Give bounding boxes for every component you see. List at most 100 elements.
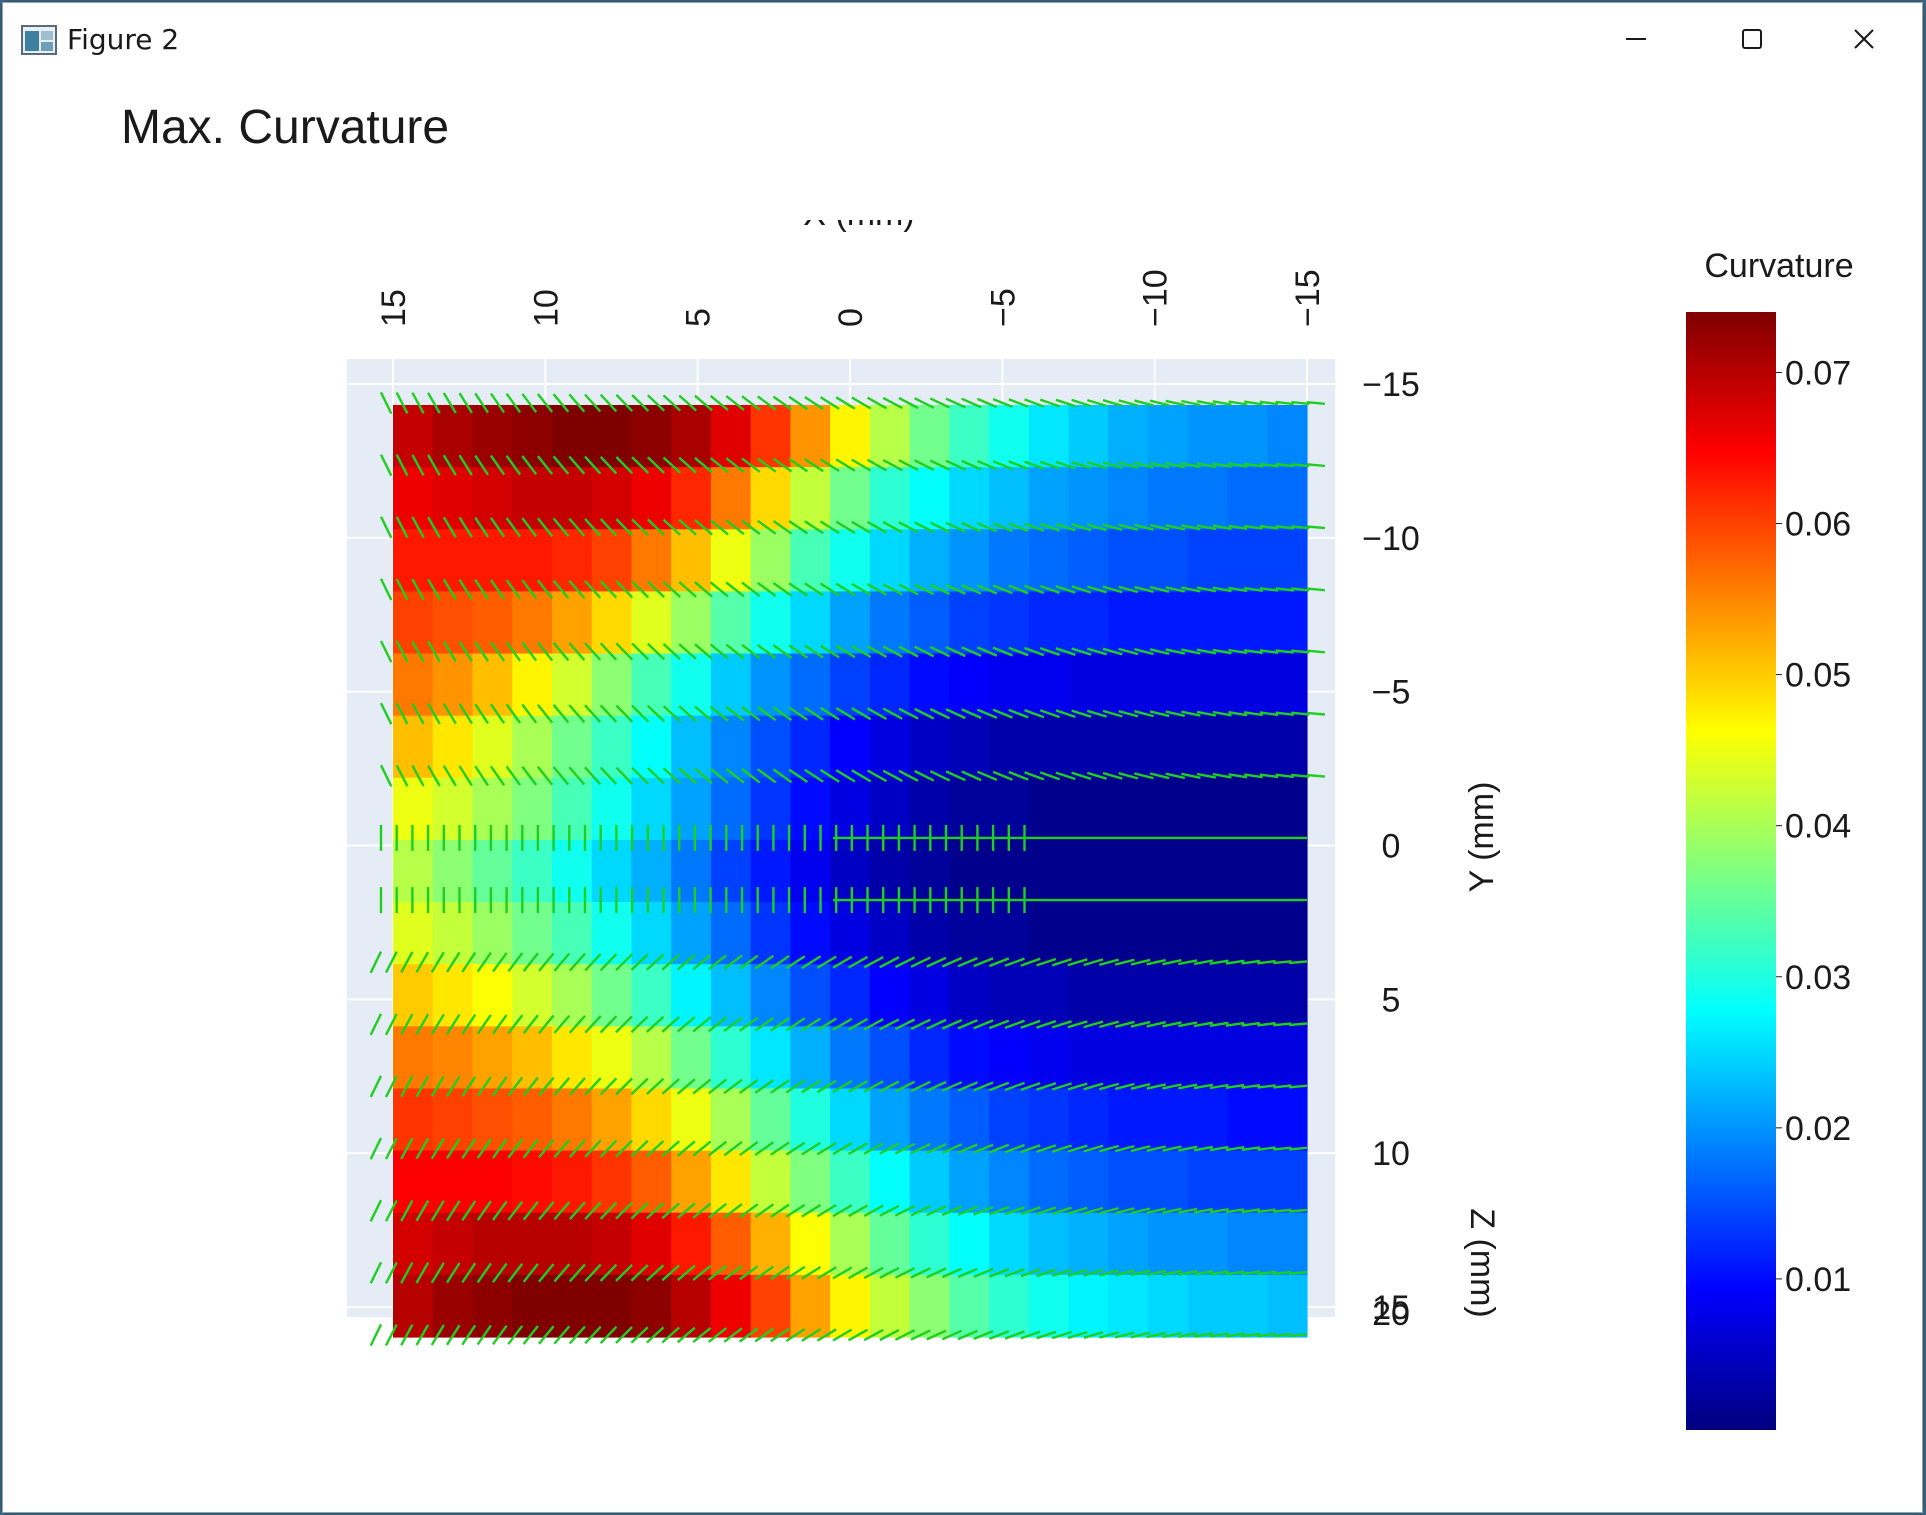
- vector-segment: [898, 396, 919, 410]
- heatmap-cell: [1068, 529, 1109, 592]
- heatmap-cell: [830, 1212, 871, 1276]
- vector-segment: [1102, 647, 1123, 656]
- vector-segment: [723, 1016, 743, 1033]
- vector-segment: [879, 1080, 900, 1093]
- heatmap-cell: [790, 1088, 831, 1152]
- vector-segment: [1086, 647, 1107, 656]
- vector-segment: [1020, 1268, 1041, 1278]
- heatmap-cell: [1148, 467, 1189, 530]
- heatmap-cell: [1187, 405, 1229, 468]
- vector-segment: [584, 1077, 602, 1096]
- vector-segment: [395, 578, 409, 601]
- title-bar[interactable]: Figure 2: [3, 3, 1922, 75]
- vector-segment: [384, 1075, 398, 1098]
- vector-segment: [1241, 1332, 1261, 1338]
- vector-segment: [507, 952, 524, 973]
- maximize-button[interactable]: [1697, 3, 1807, 75]
- vector-segment: [941, 956, 963, 968]
- vector-segment: [788, 706, 809, 721]
- vector-segment: [415, 1262, 430, 1284]
- vector-segment: [707, 1202, 728, 1219]
- vector-segment: [599, 704, 618, 723]
- vector-segment: [461, 951, 477, 973]
- vector-segment: [788, 644, 809, 659]
- vector-segment: [1259, 587, 1279, 592]
- vector-segment: [1196, 710, 1217, 717]
- vector-segment: [1193, 1270, 1214, 1276]
- vector-segment: [1225, 1208, 1245, 1214]
- heatmap-cell: [710, 653, 752, 717]
- vector-segment: [1257, 1270, 1276, 1276]
- vector-segment: [957, 956, 978, 968]
- vector-segment: [1039, 460, 1060, 470]
- vector-segment: [1181, 586, 1201, 593]
- close-button[interactable]: [1809, 3, 1919, 75]
- vector-segment: [661, 1078, 680, 1095]
- vector-segment: [538, 1139, 555, 1159]
- vector-segment: [427, 516, 441, 538]
- heatmap-cell: [1068, 1150, 1109, 1214]
- vector-segment: [973, 1267, 994, 1278]
- x-axis-ticks: 15 10 5 0 −5 −10 −15: [375, 269, 1327, 327]
- vector-segment: [489, 641, 506, 662]
- vector-segment: [599, 953, 618, 972]
- vector-segment: [898, 583, 919, 596]
- heatmap-cell: [631, 902, 672, 965]
- vector-segment: [1036, 1082, 1057, 1091]
- plot-canvas[interactable]: Max. Curvature X (mm) 15 10 5 0 −5 −10 −15 −15…: [3, 75, 1922, 1512]
- vector-segment: [738, 954, 759, 970]
- vector-segment: [832, 955, 853, 969]
- vector-segment: [756, 768, 777, 784]
- vector-segment: [741, 643, 761, 660]
- vector-segment: [553, 1077, 571, 1096]
- vector-segment: [1178, 1332, 1198, 1338]
- vector-segment: [1086, 461, 1107, 470]
- vector-segment: [945, 770, 966, 782]
- vector-segment: [725, 457, 745, 474]
- vector-segment: [1086, 771, 1107, 780]
- vector-segment: [926, 956, 947, 968]
- heatmap-cell: [750, 1088, 791, 1152]
- heatmap-cell: [1267, 715, 1308, 779]
- vector-segment: [1275, 649, 1294, 654]
- heatmap-cell: [1187, 467, 1229, 530]
- vector-segment: [676, 1326, 696, 1344]
- vector-segment: [489, 517, 506, 538]
- vector-segment: [505, 579, 522, 600]
- vector-segment: [926, 1267, 947, 1279]
- vector-segment: [957, 1143, 978, 1154]
- vector-segment: [848, 1328, 869, 1342]
- heatmap-cell: [909, 529, 950, 592]
- vector-segment: [1102, 771, 1123, 780]
- heatmap-cell: [909, 467, 950, 530]
- heatmap-cell: [1108, 902, 1149, 965]
- minimize-button[interactable]: [1581, 3, 1691, 75]
- vector-segment: [772, 644, 793, 659]
- heatmap-cell: [551, 964, 593, 1027]
- vector-segment: [914, 397, 935, 409]
- heatmap-cell: [1148, 529, 1189, 592]
- heatmap-cell: [1187, 591, 1229, 655]
- vector-segment: [929, 583, 951, 596]
- vector-segment: [442, 516, 457, 538]
- vector-segment: [1130, 1207, 1151, 1215]
- heatmap-cell: [551, 1212, 593, 1276]
- heatmap-cell: [710, 1212, 752, 1276]
- vector-segment: [832, 1017, 853, 1031]
- heatmap-cell: [591, 1150, 633, 1214]
- vector-segment: [694, 519, 713, 536]
- vector-segment: [599, 455, 618, 475]
- vector-segment: [1291, 587, 1310, 592]
- vector-segment: [976, 584, 998, 595]
- vector-segment: [882, 396, 903, 410]
- heatmap-cell: [750, 715, 791, 779]
- y-tick-label: −10: [1362, 520, 1420, 558]
- heatmap-cell: [631, 964, 672, 1027]
- vector-segment: [1306, 401, 1326, 405]
- vector-segment: [400, 1075, 414, 1098]
- vector-segment: [941, 1205, 963, 1217]
- vector-segment: [1165, 461, 1186, 469]
- vector-segment: [1212, 400, 1232, 406]
- heatmap-cell: [830, 467, 871, 530]
